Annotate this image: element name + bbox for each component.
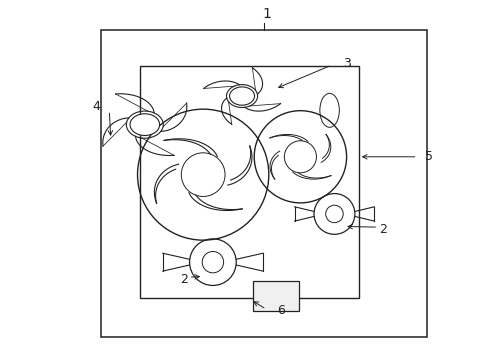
Ellipse shape xyxy=(229,87,254,105)
Text: 4: 4 xyxy=(92,100,100,113)
Text: 2: 2 xyxy=(378,223,386,236)
Text: 5: 5 xyxy=(425,150,432,163)
Text: 3: 3 xyxy=(342,57,350,71)
Bar xyxy=(252,281,299,311)
Text: 6: 6 xyxy=(277,304,285,317)
Text: 2: 2 xyxy=(180,273,187,286)
Ellipse shape xyxy=(130,114,159,135)
Text: 1: 1 xyxy=(262,7,270,21)
